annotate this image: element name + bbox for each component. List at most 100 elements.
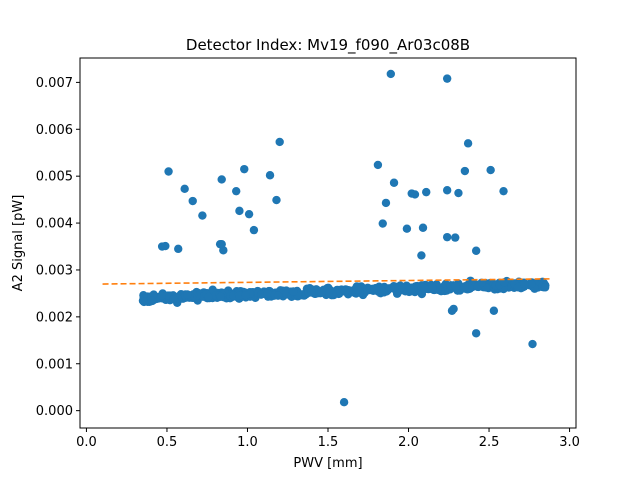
outlier-point xyxy=(471,329,481,338)
outlier-point xyxy=(275,137,284,147)
y-tick-label: 0.007 xyxy=(36,76,73,91)
outlier-point xyxy=(489,306,499,315)
band-point xyxy=(204,292,213,302)
y-axis-label: A2 Signal [pW] xyxy=(11,195,26,292)
band-point xyxy=(216,292,225,301)
band-point xyxy=(460,282,469,291)
band-point xyxy=(147,296,157,306)
outlier-point xyxy=(378,219,387,228)
outlier-point xyxy=(249,225,259,235)
plot-area xyxy=(102,69,551,407)
fit-line xyxy=(102,278,551,285)
y-tick-label: 0.000 xyxy=(36,404,73,419)
outlier-point xyxy=(180,184,189,194)
outlier-point xyxy=(381,198,391,208)
band-point xyxy=(513,283,523,292)
outlier-point xyxy=(217,239,226,249)
outlier-point xyxy=(244,209,254,219)
x-tick-label: 0.0 xyxy=(76,435,97,450)
outlier-point xyxy=(422,187,431,197)
x-axis-label: PWV [mm] xyxy=(293,456,362,471)
x-tick-label: 3.0 xyxy=(559,435,580,450)
outlier-point xyxy=(386,69,396,79)
band-point xyxy=(390,282,400,292)
y-tick-label: 0.003 xyxy=(36,263,73,278)
y-tick-label: 0.006 xyxy=(36,123,73,138)
band-point xyxy=(157,291,166,301)
x-tick-label: 2.0 xyxy=(398,435,419,450)
x-axis: 0.0 0.5 1.0 1.5 2.0 2.5 3.0 xyxy=(76,428,580,450)
band-point xyxy=(307,287,316,297)
y-tick-label: 0.005 xyxy=(36,170,73,185)
outlier-point xyxy=(486,165,495,175)
outlier-point xyxy=(442,74,452,83)
band-point xyxy=(397,283,406,292)
outlier-point xyxy=(161,241,170,251)
x-tick-label: 2.5 xyxy=(479,435,500,450)
band-point xyxy=(406,284,415,293)
band-point xyxy=(139,297,149,307)
band-point xyxy=(183,290,192,299)
outlier-point xyxy=(460,166,470,176)
outlier-point xyxy=(418,223,428,232)
band-point xyxy=(499,278,509,287)
outlier-point xyxy=(471,246,481,255)
band-point xyxy=(149,290,158,299)
outlier-point xyxy=(217,175,226,184)
y-tick-label: 0.001 xyxy=(36,357,73,372)
chart-title: Detector Index: Mv19_f090_Ar03c08B xyxy=(186,36,470,55)
outlier-point xyxy=(164,167,173,176)
band-point xyxy=(428,284,437,293)
outlier-point xyxy=(528,339,537,349)
outlier-point xyxy=(447,306,457,315)
y-tick-label: 0.002 xyxy=(36,310,73,325)
outlier-point xyxy=(373,160,383,170)
band-point xyxy=(241,291,250,300)
y-axis: 0.000 0.001 0.002 0.003 0.004 0.005 0.006 0.007 xyxy=(36,76,80,419)
band-point xyxy=(540,283,550,292)
outlier-point xyxy=(463,139,473,148)
outlier-point xyxy=(235,206,244,216)
band-point xyxy=(420,284,430,294)
outlier-point xyxy=(451,233,460,242)
band-point xyxy=(235,291,244,300)
band-point xyxy=(317,288,326,297)
band-point xyxy=(256,290,266,299)
outlier-point xyxy=(339,398,349,407)
band-point xyxy=(263,289,272,298)
band-point xyxy=(520,279,529,289)
outlier-point xyxy=(188,196,197,206)
outlier-point xyxy=(499,186,508,196)
band-point xyxy=(169,294,178,304)
band-point xyxy=(334,285,344,295)
outlier-point xyxy=(410,190,420,199)
band-point xyxy=(139,291,148,300)
band-point xyxy=(353,285,363,295)
x-tick-label: 1.5 xyxy=(318,435,339,450)
outlier-point xyxy=(240,164,249,174)
band-point xyxy=(377,286,386,296)
outlier-point xyxy=(417,251,426,260)
band-point xyxy=(369,284,379,293)
outlier-point xyxy=(198,211,207,220)
band-point xyxy=(477,278,486,288)
outlier-point xyxy=(272,195,281,205)
x-tick-label: 1.0 xyxy=(237,435,258,450)
outlier-point xyxy=(174,244,183,254)
band-point xyxy=(289,287,298,296)
band-point xyxy=(451,282,460,291)
outlier-point xyxy=(232,186,241,196)
outlier-point xyxy=(442,186,452,195)
band-point xyxy=(324,288,333,297)
outlier-point xyxy=(389,178,399,187)
x-tick-label: 0.5 xyxy=(157,435,178,450)
outlier-point xyxy=(442,232,452,242)
outlier-point xyxy=(454,188,463,198)
y-tick-label: 0.004 xyxy=(36,217,73,232)
band-point xyxy=(527,279,536,289)
outlier-point xyxy=(402,224,412,233)
band-point xyxy=(340,287,350,296)
axes-frame xyxy=(79,57,577,429)
